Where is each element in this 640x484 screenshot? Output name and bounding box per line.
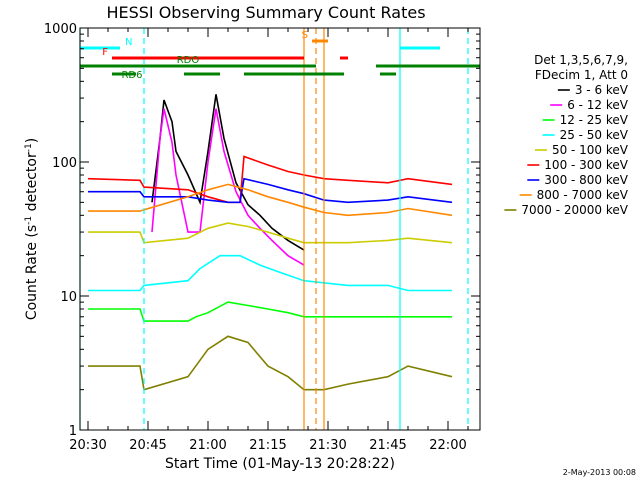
flag-label-n: N (125, 37, 132, 48)
y-axis-label-mid: detector (24, 152, 40, 216)
legend-item-9: 7000 - 20000 keV (521, 203, 628, 217)
legend-item-3: 12 - 25 keV (560, 113, 629, 127)
x-tick-label-4: 21:15 (249, 438, 286, 453)
x-tick-label-2: 20:45 (129, 438, 166, 453)
x-axis-label: Start Time (01-May-13 20:28:22) (165, 456, 395, 472)
series-line-3 (88, 301, 452, 322)
series-line-8 (88, 183, 453, 217)
legend-header-line-1: Det 1,3,5,6,7,9, (534, 53, 628, 67)
series-layer (87, 94, 453, 391)
flag-label-rdo: RDO (177, 55, 200, 66)
y-tick-label-2: 10 (60, 290, 77, 305)
y-axis-label-end: ) (24, 138, 40, 143)
x-tick-label-5: 21:30 (309, 438, 346, 453)
flag-label-s: S (302, 30, 308, 41)
legend-item-6: 100 - 300 keV (544, 158, 628, 172)
y-tick-label-1: 1 (69, 424, 77, 439)
y-tick-label-4: 1000 (44, 22, 77, 37)
series-line-2 (151, 108, 305, 266)
y-axis-label-main: Count Rate (s (24, 225, 40, 320)
legend-item-2: 6 - 12 keV (567, 98, 629, 112)
series-line-9 (88, 335, 453, 391)
legend: Det 1,3,5,6,7,9, FDecim 1, Att 0 3 - 6 k… (504, 53, 629, 217)
series-line-6 (87, 155, 453, 204)
y-axis-label-sup1: -1 (24, 216, 34, 225)
series-line-1 (151, 94, 305, 251)
series-line-4 (88, 254, 452, 292)
plot-frame (79, 27, 481, 431)
x-tick-label-6: 21:45 (369, 438, 406, 453)
x-tick-label-7: 22:00 (429, 438, 466, 453)
flag-label-rd6: RD6 (121, 70, 142, 81)
y-axis-label: Count Rate (s-1 detector-1) (24, 138, 40, 320)
footer-date: 2-May-2013 00:08 (563, 468, 636, 477)
flag-label-f: F (102, 47, 108, 58)
series-line-7 (88, 177, 453, 204)
flag-layer: N F S RDO RD6 (80, 30, 480, 81)
legend-header-line-2: FDecim 1, Att 0 (535, 68, 628, 82)
x-axis: 20:30 20:45 21:00 21:15 21:30 21:45 22:00 (69, 28, 469, 453)
legend-item-1: 3 - 6 keV (575, 83, 629, 97)
y-tick-label-3: 100 (52, 156, 77, 171)
y-axis-label-sup2: -1 (24, 143, 34, 152)
x-tick-label-3: 21:00 (189, 438, 226, 453)
legend-item-4: 25 - 50 keV (560, 128, 629, 142)
legend-item-8: 800 - 7000 keV (537, 188, 629, 202)
series-line-5 (88, 222, 453, 244)
legend-item-7: 300 - 800 keV (544, 173, 628, 187)
chart-title: HESSI Observing Summary Count Rates (106, 3, 425, 22)
legend-item-5: 50 - 100 keV (552, 143, 629, 157)
y-axis: 1 10 100 1000 (44, 22, 480, 439)
x-tick-label-1: 20:30 (69, 438, 106, 453)
